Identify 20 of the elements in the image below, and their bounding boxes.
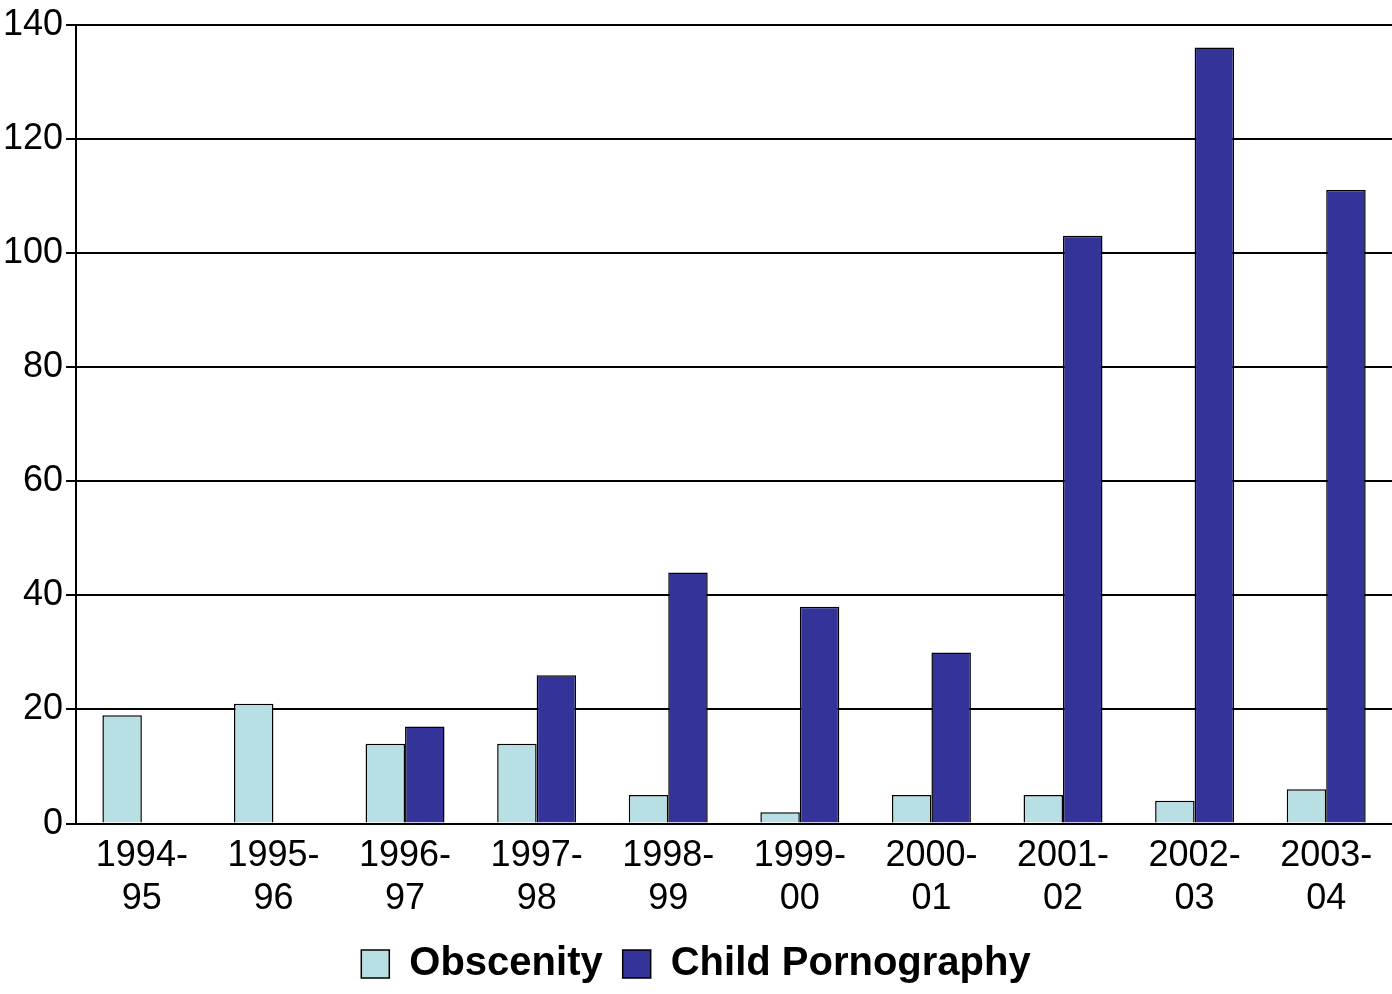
x-tick-label: 2003-04 (1280, 833, 1373, 918)
y-tick-label: 0 (43, 800, 64, 842)
x-tick-label: 2000-01 (885, 833, 978, 918)
y-tick-label: 80 (23, 343, 64, 385)
legend-label: Obscenity (409, 939, 604, 984)
y-tick-label: 100 (2, 229, 64, 271)
x-tick-label: 1999-00 (753, 833, 846, 918)
y-tick-label: 60 (23, 458, 64, 500)
y-tick-label: 140 (2, 1, 64, 43)
legend-label: Child Pornography (670, 939, 1032, 984)
x-tick-label: 1998-99 (622, 833, 715, 918)
x-tick-label: 1994-95 (95, 833, 188, 918)
x-tick-label: 2001-02 (1016, 833, 1110, 918)
x-tick-label: 2002-03 (1148, 833, 1241, 918)
x-tick-label: 1996-97 (359, 833, 452, 918)
x-tick-label: 1995-96 (227, 833, 320, 918)
y-tick-label: 120 (2, 115, 64, 157)
x-tick-label: 1997-98 (490, 833, 583, 918)
y-tick-label: 20 (23, 686, 64, 728)
y-tick-label: 40 (23, 572, 64, 614)
